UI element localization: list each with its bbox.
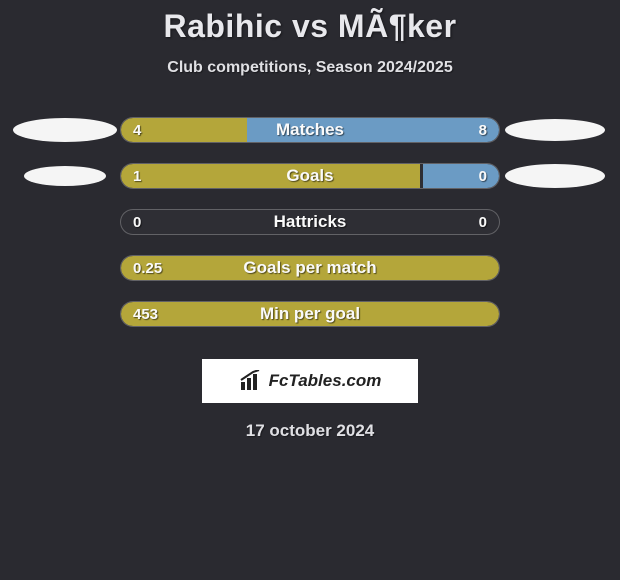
left-team-icon-slot: [10, 166, 120, 186]
brand-text: FcTables.com: [269, 371, 382, 391]
team-ellipse-icon: [505, 119, 605, 141]
stat-row: 0Hattricks0: [10, 199, 610, 245]
stat-row: 453Min per goal: [10, 291, 610, 337]
brand-chart-icon: [239, 370, 265, 392]
right-team-icon-slot: [500, 164, 610, 188]
stat-row: 0.25Goals per match: [10, 245, 610, 291]
team-ellipse-icon: [24, 166, 106, 186]
stat-label: Matches: [121, 118, 499, 142]
stat-label: Goals per match: [121, 256, 499, 280]
left-team-icon-slot: [10, 118, 120, 142]
stat-bar-track: 0.25Goals per match: [120, 255, 500, 281]
stat-row: 4Matches8: [10, 107, 610, 153]
stat-value-right: 8: [479, 118, 487, 142]
right-team-icon-slot: [500, 119, 610, 141]
page-title: Rabihic vs MÃ¶ker: [0, 0, 620, 45]
stat-label: Hattricks: [121, 210, 499, 234]
date-label: 17 october 2024: [0, 421, 620, 441]
stat-label: Min per goal: [121, 302, 499, 326]
stat-bar-track: 0Hattricks0: [120, 209, 500, 235]
team-ellipse-icon: [505, 164, 605, 188]
comparison-area: 4Matches81Goals00Hattricks00.25Goals per…: [0, 107, 620, 337]
team-ellipse-icon: [13, 118, 117, 142]
brand-box: FcTables.com: [202, 359, 418, 403]
stat-bar-track: 4Matches8: [120, 117, 500, 143]
stat-bar-track: 453Min per goal: [120, 301, 500, 327]
stat-bar-track: 1Goals0: [120, 163, 500, 189]
stat-value-right: 0: [479, 164, 487, 188]
stat-value-right: 0: [479, 210, 487, 234]
subtitle: Club competitions, Season 2024/2025: [0, 59, 620, 77]
stat-row: 1Goals0: [10, 153, 610, 199]
stat-label: Goals: [121, 164, 499, 188]
